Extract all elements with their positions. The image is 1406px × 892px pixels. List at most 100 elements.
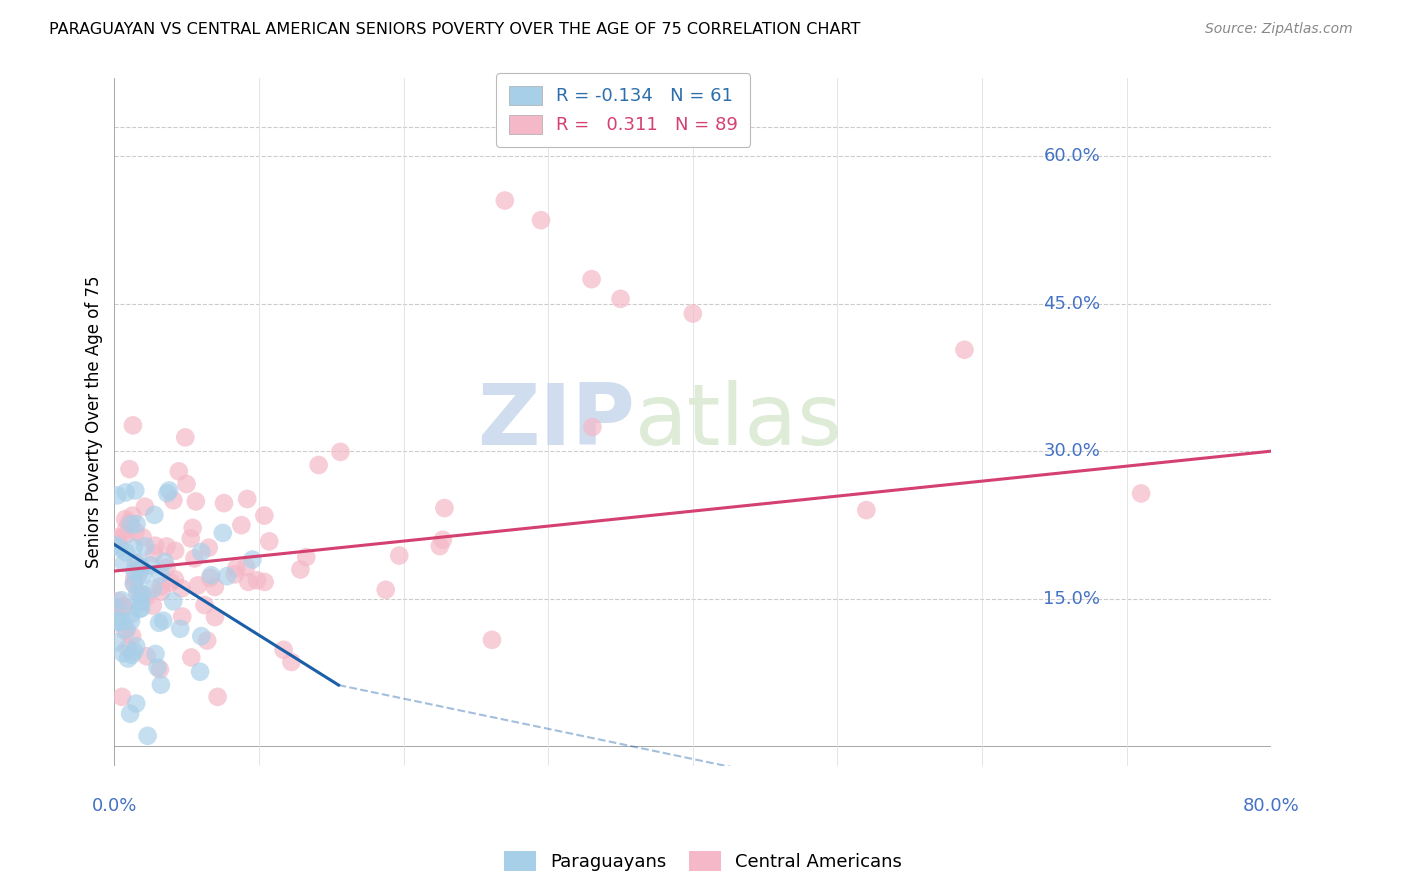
Point: [170, 582, 193, 596]
Point: [388, 549, 411, 563]
Point: [172, 609, 194, 624]
Point: [118, 516, 141, 530]
Point: [257, 534, 280, 549]
Point: [112, 599, 135, 614]
Point: [146, 660, 169, 674]
Point: [290, 562, 312, 576]
Point: [432, 533, 454, 547]
Point: [120, 517, 142, 532]
Point: [125, 697, 148, 711]
Point: [120, 706, 142, 721]
Point: [238, 574, 260, 589]
Text: atlas: atlas: [636, 380, 844, 463]
Point: [180, 650, 202, 665]
Point: [212, 496, 235, 510]
Point: [150, 584, 173, 599]
Point: [169, 622, 191, 636]
Point: [148, 615, 170, 630]
Point: [162, 493, 184, 508]
Point: [157, 483, 180, 498]
Point: [135, 649, 157, 664]
Point: [204, 610, 226, 624]
Text: 15.0%: 15.0%: [1043, 590, 1101, 607]
Point: [176, 477, 198, 491]
Text: ZIP: ZIP: [477, 380, 636, 463]
Point: [273, 643, 295, 657]
Point: [215, 569, 238, 583]
Point: [124, 524, 146, 539]
Point: [195, 633, 218, 648]
Point: [253, 574, 276, 589]
Point: [104, 600, 127, 615]
Point: [149, 678, 172, 692]
Point: [136, 729, 159, 743]
Point: [953, 343, 976, 357]
Point: [115, 545, 138, 559]
Point: [295, 550, 318, 565]
Point: [122, 541, 145, 555]
Point: [128, 602, 150, 616]
Point: [107, 615, 129, 629]
Point: [581, 420, 603, 434]
Point: [225, 561, 247, 575]
Point: [114, 624, 136, 638]
Point: [132, 568, 155, 582]
Point: [131, 562, 153, 576]
Point: [240, 552, 263, 566]
Text: 80.0%: 80.0%: [1243, 797, 1299, 814]
Point: [174, 430, 197, 444]
Point: [152, 614, 174, 628]
Point: [167, 464, 190, 478]
Point: [111, 615, 134, 629]
Point: [124, 564, 146, 578]
Point: [122, 418, 145, 433]
Point: [125, 639, 148, 653]
Point: [236, 491, 259, 506]
Point: [135, 590, 157, 604]
Point: [124, 483, 146, 498]
Point: [120, 614, 142, 628]
Point: [155, 561, 177, 575]
Point: [155, 540, 177, 554]
Point: [581, 272, 603, 286]
Point: [211, 525, 233, 540]
Point: [374, 582, 396, 597]
Point: [494, 194, 516, 208]
Point: [163, 572, 186, 586]
Point: [149, 567, 172, 582]
Point: [162, 594, 184, 608]
Point: [1130, 486, 1153, 500]
Point: [105, 614, 128, 628]
Point: [142, 546, 165, 560]
Point: [127, 586, 149, 600]
Legend: R = -0.134   N = 61, R =   0.311   N = 89: R = -0.134 N = 61, R = 0.311 N = 89: [496, 73, 751, 147]
Point: [198, 571, 221, 585]
Point: [128, 594, 150, 608]
Point: [142, 582, 165, 596]
Point: [197, 541, 219, 555]
Point: [122, 577, 145, 591]
Point: [145, 647, 167, 661]
Point: [124, 571, 146, 585]
Point: [111, 690, 134, 704]
Point: [114, 485, 136, 500]
Point: [134, 539, 156, 553]
Text: 0.0%: 0.0%: [91, 797, 138, 814]
Point: [184, 494, 207, 508]
Point: [122, 644, 145, 658]
Point: [855, 503, 877, 517]
Point: [433, 501, 456, 516]
Point: [609, 292, 631, 306]
Point: [193, 598, 215, 612]
Point: [125, 556, 148, 570]
Point: [121, 629, 143, 643]
Point: [132, 530, 155, 544]
Text: PARAGUAYAN VS CENTRAL AMERICAN SENIORS POVERTY OVER THE AGE OF 75 CORRELATION CH: PARAGUAYAN VS CENTRAL AMERICAN SENIORS P…: [49, 22, 860, 37]
Point: [180, 532, 202, 546]
Point: [127, 586, 149, 600]
Point: [153, 555, 176, 569]
Point: [114, 528, 136, 542]
Point: [183, 551, 205, 566]
Point: [128, 556, 150, 570]
Point: [122, 576, 145, 591]
